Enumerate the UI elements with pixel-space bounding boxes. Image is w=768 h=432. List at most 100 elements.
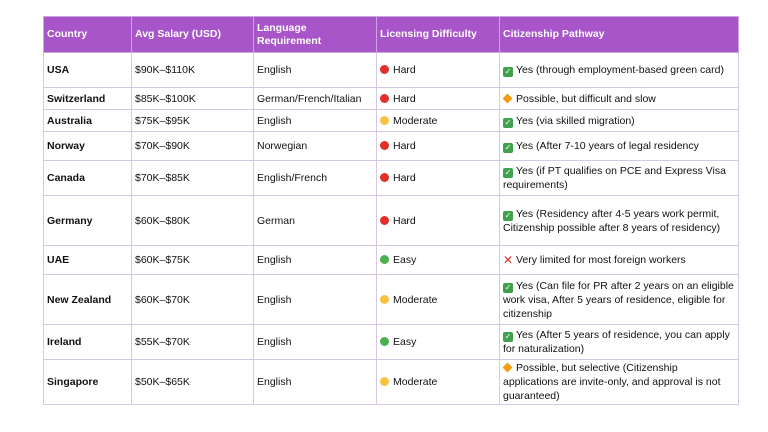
red-circle-icon — [380, 173, 389, 182]
cell-country: USA — [43, 52, 132, 88]
red-circle-icon — [380, 141, 389, 150]
table-row: Ireland $55K–$70K English Easy ✓ Yes (After 5… — [43, 324, 739, 360]
cell-language-requirement: English — [253, 359, 377, 405]
cell-country: Canada — [43, 160, 132, 196]
cell-language-requirement: English — [253, 52, 377, 88]
difficulty-label: Easy — [393, 336, 417, 348]
cell-licensing-difficulty: Hard — [376, 195, 500, 246]
difficulty-label: Moderate — [393, 293, 438, 306]
cell-avg-salary: $50K–$65K — [131, 359, 254, 405]
check-mark-icon: ✓ — [503, 143, 513, 153]
country-comparison-table: Country Avg Salary (USD) Language Requir… — [43, 16, 739, 405]
comparison-table-container: Country Avg Salary (USD) Language Requir… — [43, 16, 739, 405]
cell-country: UAE — [43, 245, 132, 275]
header-citizenship-pathway: Citizenship Pathway — [499, 16, 739, 53]
difficulty-label: Hard — [393, 172, 416, 184]
pathway-text: Yes (Can file for PR after 2 years on an… — [503, 279, 734, 320]
cell-avg-salary: $90K–$110K — [131, 52, 254, 88]
pathway-text: Yes (via skilled migration) — [516, 114, 635, 127]
pathway-text: Yes (Residency after 4-5 years work perm… — [503, 207, 721, 234]
check-mark-icon: ✓ — [503, 210, 513, 221]
table-row: UAE $60K–$75K English Easy ✕ Very limited for… — [43, 245, 739, 275]
pathway-text: Yes (if PT qualifies on PCE and Express … — [503, 165, 726, 191]
difficulty-label: Hard — [393, 64, 416, 76]
cell-language-requirement: English — [253, 324, 377, 360]
cell-citizenship-pathway: ✓ Yes (After 5 years of residence, you ca… — [499, 324, 739, 360]
header-row: Country Avg Salary (USD) Language Requir… — [43, 16, 739, 53]
cell-citizenship-pathway: ✕ Very limited for most foreign workers — [499, 245, 739, 275]
table-row: Singapore $50K–$65K English Moderate Possibl… — [43, 359, 739, 405]
difficulty-label: Hard — [393, 92, 416, 105]
cell-licensing-difficulty: Moderate — [376, 109, 500, 132]
header-avg-salary: Avg Salary (USD) — [131, 16, 254, 53]
table-body: USA $90K–$110K English Hard ✓ Yes (through em… — [43, 52, 739, 405]
cell-licensing-difficulty: Hard — [376, 87, 500, 110]
difficulty-label: Moderate — [393, 376, 438, 388]
cell-citizenship-pathway: ✓ Yes (Residency after 4-5 years work per… — [499, 195, 739, 246]
cell-language-requirement: English/French — [253, 160, 377, 196]
cell-citizenship-pathway: ✓ Yes (if PT qualifies on PCE and Express… — [499, 160, 739, 196]
cell-avg-salary: $60K–$75K — [131, 245, 254, 275]
difficulty-label: Hard — [393, 214, 416, 227]
cell-avg-salary: $70K–$85K — [131, 160, 254, 196]
cross-mark-icon: ✕ — [503, 253, 514, 267]
red-circle-icon — [380, 93, 389, 103]
pathway-text: Possible, but difficult and slow — [516, 92, 656, 105]
cell-avg-salary: $60K–$70K — [131, 274, 254, 325]
orange-diamond-icon — [502, 362, 513, 373]
cell-avg-salary: $60K–$80K — [131, 195, 254, 246]
cell-avg-salary: $75K–$95K — [131, 109, 254, 132]
yellow-circle-icon — [380, 115, 389, 125]
green-circle-icon — [380, 255, 389, 264]
table-row: USA $90K–$110K English Hard ✓ Yes (through em… — [43, 52, 739, 88]
cell-country: Switzerland — [43, 87, 132, 110]
table-row: Switzerland $85K–$100K German/French/Itali… — [43, 87, 739, 110]
table-row: Canada $70K–$85K English/French Hard ✓ Yes (i… — [43, 160, 739, 196]
cell-country: Ireland — [43, 324, 132, 360]
pathway-text: Yes (After 5 years of residence, you can… — [503, 329, 730, 355]
cell-citizenship-pathway: Possible, but selective (Citizenship app… — [499, 359, 739, 405]
cell-country: Australia — [43, 109, 132, 132]
green-circle-icon — [380, 337, 389, 346]
pathway-text: Yes (After 7-10 years of legal residency — [516, 140, 699, 152]
cell-citizenship-pathway: ✓ Yes (through employment-based green car… — [499, 52, 739, 88]
cell-language-requirement: German — [253, 195, 377, 246]
cell-licensing-difficulty: Easy — [376, 324, 500, 360]
cell-citizenship-pathway: Possible, but difficult and slow — [499, 87, 739, 110]
cell-citizenship-pathway: ✓ Yes (via skilled migration) — [499, 109, 739, 132]
check-mark-icon: ✓ — [503, 67, 513, 77]
cell-country: Germany — [43, 195, 132, 246]
table-header: Country Avg Salary (USD) Language Requir… — [43, 16, 739, 53]
cell-licensing-difficulty: Moderate — [376, 359, 500, 405]
pathway-text: Possible, but selective (Citizenship app… — [503, 362, 721, 402]
difficulty-label: Easy — [393, 254, 417, 266]
yellow-circle-icon — [380, 377, 389, 386]
cell-licensing-difficulty: Moderate — [376, 274, 500, 325]
table-row: New Zealand $60K–$70K English Moderate ✓ Yes … — [43, 274, 739, 325]
check-mark-icon: ✓ — [503, 117, 513, 128]
table-row: Australia $75K–$95K English Moderate ✓ Yes (v… — [43, 109, 739, 132]
cell-licensing-difficulty: Hard — [376, 52, 500, 88]
difficulty-label: Hard — [393, 140, 416, 152]
orange-diamond-icon — [502, 93, 513, 103]
check-mark-icon: ✓ — [503, 168, 513, 178]
cell-avg-salary: $85K–$100K — [131, 87, 254, 110]
header-licensing-difficulty: Licensing Difficulty — [376, 16, 500, 53]
yellow-circle-icon — [380, 294, 389, 304]
cell-avg-salary: $55K–$70K — [131, 324, 254, 360]
table-row: Norway $70K–$90K Norwegian Hard ✓ Yes (After … — [43, 131, 739, 161]
cell-language-requirement: Norwegian — [253, 131, 377, 161]
cell-citizenship-pathway: ✓ Yes (Can file for PR after 2 years on a… — [499, 274, 739, 325]
red-circle-icon — [380, 215, 389, 225]
cell-country: New Zealand — [43, 274, 132, 325]
cell-language-requirement: German/French/Italian — [253, 87, 377, 110]
cell-licensing-difficulty: Easy — [376, 245, 500, 275]
cell-language-requirement: English — [253, 245, 377, 275]
cell-language-requirement: English — [253, 109, 377, 132]
pathway-text: Very limited for most foreign workers — [516, 254, 686, 266]
table-row: Germany $60K–$80K German Hard ✓ Yes (Residenc… — [43, 195, 739, 246]
cell-country: Norway — [43, 131, 132, 161]
pathway-text: Yes (through employment-based green card… — [516, 64, 724, 76]
check-mark-icon: ✓ — [503, 332, 513, 342]
cell-licensing-difficulty: Hard — [376, 160, 500, 196]
